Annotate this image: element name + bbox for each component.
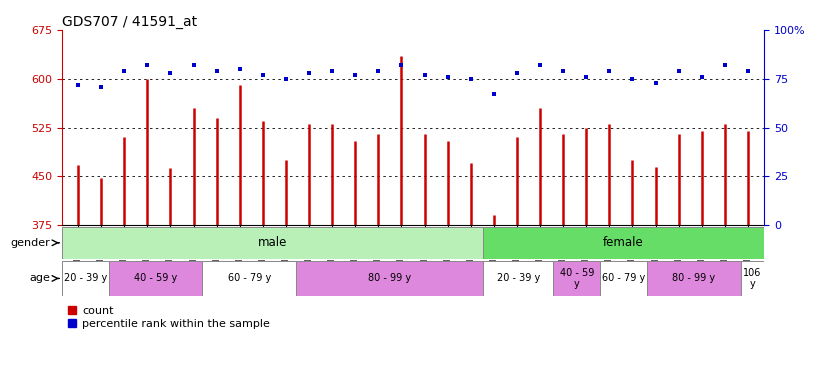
Text: 106
y: 106 y [743,268,762,289]
Bar [647,261,741,296]
Point [233,66,246,72]
Text: 60 - 79 y: 60 - 79 y [602,273,645,284]
Point [395,62,408,68]
Bar [553,261,601,296]
Text: 20 - 39 y: 20 - 39 y [64,273,107,284]
Point [649,80,662,86]
Point [325,68,339,74]
Bar [741,261,764,296]
Bar [483,227,764,259]
Point [672,68,686,74]
Point [626,76,639,82]
Text: 60 - 79 y: 60 - 79 y [227,273,271,284]
Text: age: age [30,273,50,284]
Point [695,74,709,80]
Text: 40 - 59 y: 40 - 59 y [134,273,178,284]
Point [256,72,269,78]
Text: 80 - 99 y: 80 - 99 y [368,273,411,284]
Point [187,62,200,68]
Point [487,92,501,98]
Point [534,62,547,68]
Point [418,72,431,78]
Point [302,70,316,76]
Point [718,62,731,68]
Point [741,68,754,74]
Point [580,74,593,80]
Text: male: male [258,236,287,249]
Text: 40 - 59
y: 40 - 59 y [560,268,594,289]
Text: 80 - 99 y: 80 - 99 y [672,273,715,284]
Point [117,68,131,74]
Point [210,68,223,74]
Point [349,72,362,78]
Text: GDS707 / 41591_at: GDS707 / 41591_at [62,15,197,29]
Bar [483,261,553,296]
Point [279,76,292,82]
Bar [296,261,483,296]
Point [164,70,177,76]
Point [603,68,616,74]
Point [464,76,477,82]
Point [441,74,454,80]
Point [95,84,108,90]
Bar [601,261,647,296]
Bar [62,261,109,296]
Point [72,82,85,88]
Point [557,68,570,74]
Legend: count, percentile rank within the sample: count, percentile rank within the sample [68,306,270,329]
Bar [62,227,483,259]
Bar [202,261,296,296]
Text: female: female [603,236,644,249]
Point [140,62,154,68]
Bar [109,261,202,296]
Point [510,70,524,76]
Point [372,68,385,74]
Text: 20 - 39 y: 20 - 39 y [496,273,540,284]
Text: gender: gender [11,238,50,248]
